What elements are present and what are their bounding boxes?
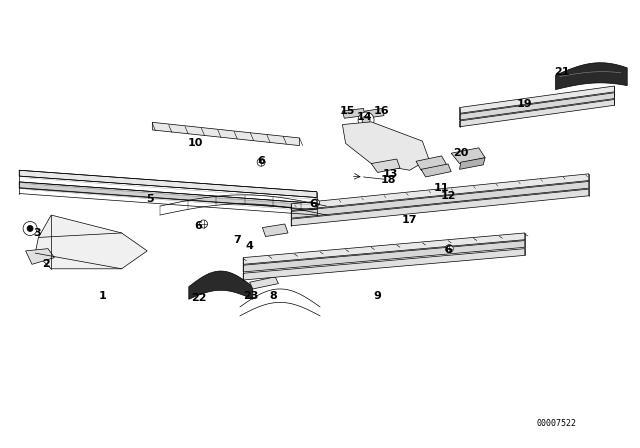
Text: 10: 10 [188, 138, 203, 148]
Polygon shape [250, 277, 278, 289]
Text: 17: 17 [402, 215, 417, 225]
Text: 5: 5 [147, 194, 154, 204]
Circle shape [362, 116, 370, 124]
Text: 4: 4 [246, 241, 253, 250]
Polygon shape [262, 224, 288, 237]
Polygon shape [556, 63, 627, 90]
Polygon shape [243, 241, 525, 272]
Text: 1: 1 [99, 291, 106, 301]
Polygon shape [342, 108, 365, 118]
Polygon shape [152, 122, 300, 146]
Text: 18: 18 [381, 175, 396, 185]
Circle shape [257, 158, 265, 166]
Circle shape [27, 225, 33, 232]
Circle shape [312, 199, 319, 207]
Text: 6: 6 [444, 245, 452, 255]
Polygon shape [19, 182, 317, 209]
Polygon shape [371, 159, 400, 172]
Text: 00007522: 00007522 [537, 419, 577, 428]
Circle shape [445, 245, 453, 253]
Text: 7: 7 [233, 235, 241, 245]
Circle shape [200, 220, 207, 228]
Polygon shape [19, 170, 317, 198]
Polygon shape [416, 156, 447, 170]
Text: 19: 19 [517, 99, 532, 109]
Polygon shape [35, 215, 147, 269]
Text: 2: 2 [42, 259, 50, 269]
Text: 13: 13 [383, 169, 398, 179]
Polygon shape [291, 174, 589, 211]
Text: 8: 8 [269, 291, 277, 301]
Text: 14: 14 [357, 112, 372, 122]
Circle shape [358, 112, 374, 128]
Polygon shape [342, 122, 429, 170]
Polygon shape [460, 158, 485, 169]
Circle shape [23, 221, 37, 236]
Text: 15: 15 [340, 106, 355, 116]
Polygon shape [291, 189, 589, 226]
Polygon shape [189, 271, 253, 299]
Polygon shape [451, 148, 485, 164]
Polygon shape [365, 108, 384, 118]
Polygon shape [243, 233, 525, 264]
Polygon shape [460, 86, 614, 113]
Polygon shape [460, 99, 614, 127]
Text: 9: 9 [374, 291, 381, 301]
Text: 20: 20 [453, 148, 468, 158]
Polygon shape [291, 181, 589, 218]
Text: 12: 12 [440, 191, 456, 201]
Text: 3: 3 [33, 228, 41, 238]
Polygon shape [421, 164, 451, 177]
Polygon shape [26, 249, 54, 264]
Polygon shape [243, 249, 525, 280]
Text: 11: 11 [434, 183, 449, 193]
Text: 23: 23 [243, 291, 259, 301]
Polygon shape [460, 93, 614, 120]
Text: 21: 21 [554, 67, 570, 77]
Text: 6: 6 [310, 199, 317, 209]
Text: 22: 22 [191, 293, 206, 303]
Text: 6: 6 [195, 221, 202, 231]
Text: 6: 6 [257, 156, 265, 166]
Text: 16: 16 [374, 106, 389, 116]
